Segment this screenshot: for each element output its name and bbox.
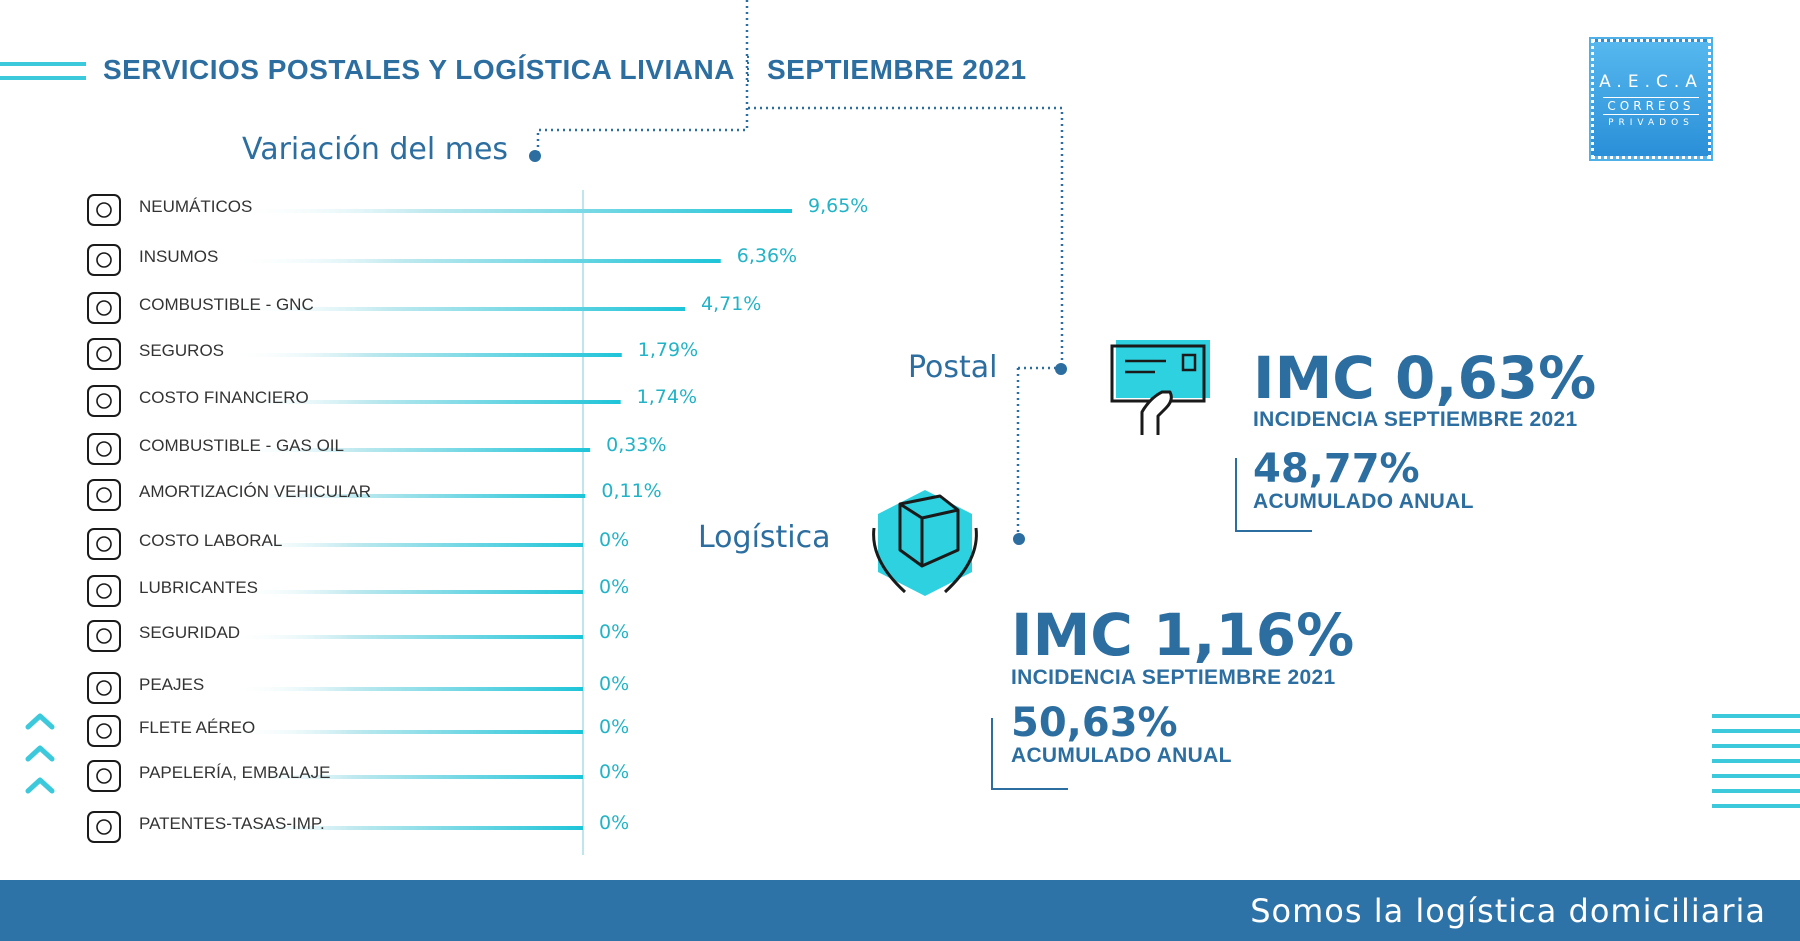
category-label: LUBRICANTES xyxy=(139,578,259,597)
header-period: SEPTIEMBRE 2021 xyxy=(767,54,1027,85)
bar-6 xyxy=(230,494,586,498)
truck-icon xyxy=(87,479,121,511)
value-label: 1,79% xyxy=(637,339,699,361)
logistica-label: Logística xyxy=(698,520,831,555)
value-label: 6,36% xyxy=(736,245,798,267)
category-label: COMBUSTIBLE - GAS OIL xyxy=(139,436,344,455)
value-label: 0% xyxy=(599,673,630,695)
bar-12 xyxy=(230,775,583,779)
category-label: PEAJES xyxy=(139,675,205,694)
logistica-incidencia: INCIDENCIA SEPTIEMBRE 2021 xyxy=(1011,666,1336,689)
value-label: 0% xyxy=(599,621,630,643)
aeca-logo: A.E.C.A CORREOS PRIVADOS xyxy=(1589,37,1713,161)
bar-13 xyxy=(230,826,583,830)
category-label: SEGUROS xyxy=(139,341,225,360)
bar-3 xyxy=(230,353,622,357)
footer-bar: Somos la logística domiciliaria xyxy=(0,880,1800,941)
logo-line3: PRIVADOS xyxy=(1608,118,1694,128)
bar-7 xyxy=(230,543,583,547)
value-label: 0% xyxy=(599,529,630,551)
category-label: PATENTES-TASAS-IMP. xyxy=(139,814,325,833)
category-label: SEGURIDAD xyxy=(139,623,241,642)
category-label: NEUMÁTICOS xyxy=(139,197,253,216)
category-label: COMBUSTIBLE - GNC xyxy=(139,295,314,314)
value-label: 0% xyxy=(599,761,630,783)
category-label: AMORTIZACIÓN VEHICULAR xyxy=(139,482,372,501)
coins-icon xyxy=(87,528,121,560)
category-label: FLETE AÉREO xyxy=(139,718,256,737)
logistica-acumulado-value: 50,63% xyxy=(1011,700,1178,746)
bar-8 xyxy=(230,590,583,594)
header-title: SERVICIOS POSTALES Y LOGÍSTICA LIVIANA xyxy=(103,54,735,85)
pie-chart-icon xyxy=(87,385,121,417)
fuel-pump-icon xyxy=(87,433,121,465)
postal-acumulado-value: 48,77% xyxy=(1253,446,1420,492)
value-label: 9,65% xyxy=(808,195,869,217)
category-label: COSTO LABORAL xyxy=(139,531,283,550)
postal-imc: IMC 0,63% xyxy=(1253,344,1597,412)
value-label: 4,71% xyxy=(701,293,762,315)
chart-title: Variación del mes xyxy=(242,132,509,167)
package-icon xyxy=(87,760,121,792)
category-label: INSUMOS xyxy=(139,247,219,266)
toll-booth-icon xyxy=(87,672,121,704)
category-label: PAPELERÍA, EMBALAJE xyxy=(139,763,331,782)
value-label: 0,33% xyxy=(606,434,667,456)
postal-label: Postal xyxy=(908,350,998,385)
oil-can-icon xyxy=(87,575,121,607)
logistica-imc: IMC 1,16% xyxy=(1011,601,1355,669)
value-label: 0,11% xyxy=(601,480,662,502)
bar-2 xyxy=(230,307,686,311)
clipboard-check-icon xyxy=(87,244,121,276)
insurance-box-icon xyxy=(87,338,121,370)
bar-5 xyxy=(230,448,591,452)
bar-0 xyxy=(230,209,792,213)
bar-9 xyxy=(230,635,583,639)
logistica-acumulado-label: ACUMULADO ANUAL xyxy=(1011,744,1232,767)
value-label: 0% xyxy=(599,812,630,834)
logo-line2: CORREOS xyxy=(1603,97,1699,115)
bar-10 xyxy=(230,687,583,691)
value-label: 0% xyxy=(599,576,630,598)
bar-11 xyxy=(230,730,583,734)
postal-incidencia: INCIDENCIA SEPTIEMBRE 2021 xyxy=(1253,408,1578,431)
gas-cylinder-icon xyxy=(87,292,121,324)
postal-acumulado-label: ACUMULADO ANUAL xyxy=(1253,490,1474,513)
license-plate-icon xyxy=(87,811,121,843)
tire-icon xyxy=(87,194,121,226)
category-label: COSTO FINANCIERO xyxy=(139,388,309,407)
guard-icon xyxy=(87,620,121,652)
bar-1 xyxy=(230,259,721,263)
bar-4 xyxy=(230,400,621,404)
value-label: 1,74% xyxy=(636,386,698,408)
value-label: 0% xyxy=(599,716,630,738)
air-freight-icon xyxy=(87,715,121,747)
footer-tagline: Somos la logística domiciliaria xyxy=(1250,892,1766,930)
logo-line1: A.E.C.A xyxy=(1599,72,1703,92)
